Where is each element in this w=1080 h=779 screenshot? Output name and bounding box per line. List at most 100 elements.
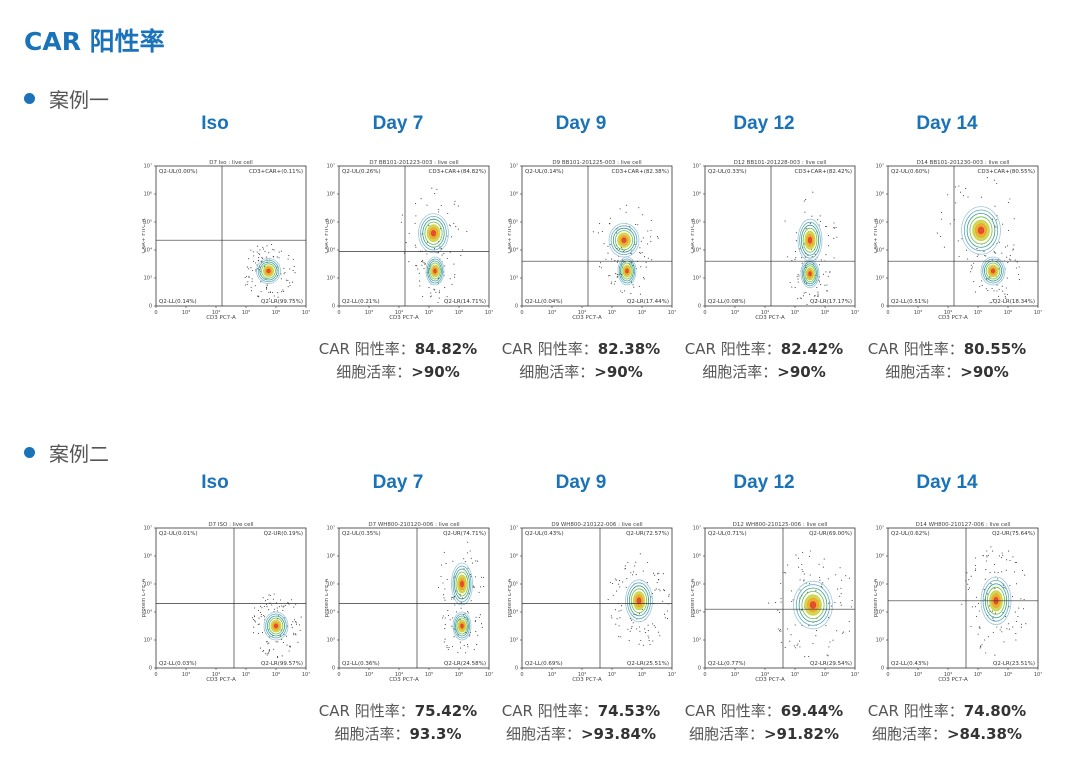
event-dot xyxy=(414,244,416,246)
event-dot xyxy=(841,579,843,581)
event-dot xyxy=(254,285,256,287)
event-dot xyxy=(631,626,633,628)
case-label: 案例一 xyxy=(49,88,109,112)
y-tick-label: 10⁷ xyxy=(327,526,335,532)
event-dot xyxy=(799,646,801,648)
event-dot xyxy=(451,596,453,598)
timepoint-title: Day 14 xyxy=(916,113,978,134)
event-dot xyxy=(472,562,474,564)
event-dot xyxy=(1009,255,1011,257)
event-dot xyxy=(626,578,628,580)
event-dot xyxy=(1005,287,1007,289)
event-dot xyxy=(415,203,417,205)
y-tick-label: 0 xyxy=(515,304,518,310)
event-dot xyxy=(451,283,453,285)
x-axis-label: CD3 PC7-A xyxy=(206,315,236,320)
event-dot xyxy=(943,246,945,248)
event-dot xyxy=(784,646,786,649)
event-dot xyxy=(979,647,981,649)
event-dot xyxy=(798,640,801,642)
event-dot xyxy=(266,654,268,656)
x-tick-label: 10⁴ xyxy=(212,310,220,316)
y-tick-label: 10⁵ xyxy=(327,582,335,588)
event-dot xyxy=(611,258,613,260)
event-dot xyxy=(454,200,456,202)
plot-frame xyxy=(338,165,490,307)
x-tick-label: 10⁵ xyxy=(791,672,799,678)
event-dot xyxy=(614,609,616,611)
event-dot xyxy=(455,611,457,613)
y-axis-label: protein L-FE-A xyxy=(508,579,513,618)
car-rate-value: 80.55% xyxy=(963,340,1027,358)
event-dot xyxy=(616,275,619,277)
event-dot xyxy=(290,599,293,601)
event-dot xyxy=(281,291,283,293)
event-dot xyxy=(779,628,781,631)
event-dot xyxy=(638,626,640,628)
event-dot xyxy=(1021,569,1024,572)
event-dot xyxy=(989,276,991,278)
y-tick-label: 10⁵ xyxy=(876,220,884,226)
event-dot xyxy=(803,579,805,581)
viability-line: 细胞活率：>90% xyxy=(481,361,681,384)
event-dot xyxy=(795,554,797,556)
event-dot xyxy=(652,572,655,574)
event-dot xyxy=(994,205,996,207)
event-dot xyxy=(1004,296,1006,298)
event-dot xyxy=(265,288,267,290)
quadrant-lr-label: Q2-LR(14.71%) xyxy=(444,299,486,305)
viability-label: 细胞活率： xyxy=(334,725,410,743)
x-tick-label: 10⁷ xyxy=(485,310,493,316)
event-dot xyxy=(475,560,477,562)
event-dot xyxy=(466,230,468,232)
event-dot xyxy=(260,290,262,293)
density-contour xyxy=(454,568,470,600)
event-dot xyxy=(975,568,977,570)
density-contour xyxy=(263,611,289,641)
event-dot xyxy=(618,635,620,637)
event-dot xyxy=(268,298,271,300)
event-dot xyxy=(829,271,831,273)
event-dot xyxy=(977,254,979,256)
event-dot xyxy=(947,194,949,196)
event-dot xyxy=(827,655,829,657)
event-dot xyxy=(986,550,988,552)
event-dot xyxy=(629,630,631,632)
event-dot xyxy=(819,264,821,266)
x-axis-label: CD3 PC7-A xyxy=(206,677,236,682)
event-dot xyxy=(982,554,984,556)
plot-subtitle: D7 BB101-201223-003 : live cell xyxy=(369,160,459,166)
event-dot xyxy=(258,257,260,259)
quadrant-lr-label: Q2-LR(29.54%) xyxy=(810,661,852,667)
x-tick-label: 10⁷ xyxy=(302,310,310,316)
plot-subtitle: D12 WH800-210125-006 : live cell xyxy=(733,522,828,528)
event-dot xyxy=(607,252,609,254)
event-dot xyxy=(616,261,619,263)
viability-line: 细胞活率：>84.38% xyxy=(847,723,1047,746)
event-dot xyxy=(1007,245,1009,247)
event-dot xyxy=(272,598,274,600)
event-dot xyxy=(816,299,818,301)
viability-line: 细胞活率：93.3% xyxy=(298,723,498,746)
event-dot xyxy=(460,602,462,604)
event-dot xyxy=(418,280,421,282)
event-dot xyxy=(438,290,440,292)
event-dot xyxy=(1003,641,1005,643)
density-contour xyxy=(451,562,473,606)
y-tick-label: 10⁶ xyxy=(693,554,701,560)
event-dot xyxy=(424,263,426,266)
event-dot xyxy=(1005,297,1007,299)
event-dot xyxy=(804,656,806,658)
event-dot xyxy=(826,654,828,656)
density-contour xyxy=(980,256,1006,286)
event-dot xyxy=(428,287,430,289)
quadrant-ur-label: CD3+CAR+(84.82%) xyxy=(429,169,486,175)
event-dot xyxy=(275,641,277,643)
density-contour xyxy=(456,617,468,635)
event-dot xyxy=(987,636,989,638)
event-dot xyxy=(618,625,620,627)
event-dot xyxy=(289,646,291,648)
density-contour xyxy=(627,582,652,620)
event-dot xyxy=(820,220,822,222)
x-axis-label: CD3 PC7-A xyxy=(389,315,419,320)
